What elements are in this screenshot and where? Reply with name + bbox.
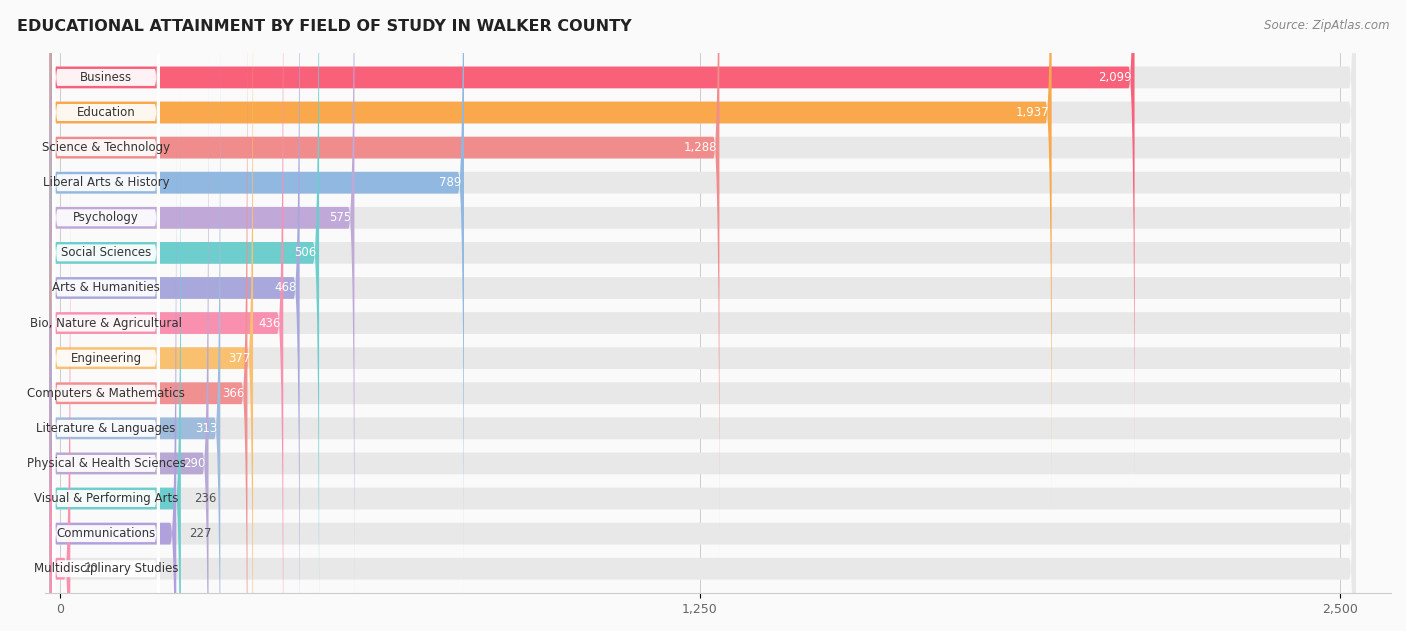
FancyBboxPatch shape <box>49 53 208 631</box>
FancyBboxPatch shape <box>52 227 160 631</box>
FancyBboxPatch shape <box>49 124 1355 631</box>
Text: 789: 789 <box>439 176 461 189</box>
FancyBboxPatch shape <box>49 0 1355 631</box>
FancyBboxPatch shape <box>52 121 160 631</box>
Text: Bio, Nature & Agricultural: Bio, Nature & Agricultural <box>30 317 183 329</box>
Text: Business: Business <box>80 71 132 84</box>
Text: 236: 236 <box>194 492 217 505</box>
FancyBboxPatch shape <box>49 18 221 631</box>
Text: 366: 366 <box>222 387 245 400</box>
FancyBboxPatch shape <box>52 0 160 420</box>
FancyBboxPatch shape <box>49 0 1355 631</box>
Text: 575: 575 <box>329 211 352 224</box>
FancyBboxPatch shape <box>52 0 160 455</box>
Text: 436: 436 <box>259 317 281 329</box>
FancyBboxPatch shape <box>49 158 70 631</box>
Text: 227: 227 <box>188 527 211 540</box>
Text: Multidisciplinary Studies: Multidisciplinary Studies <box>34 562 179 575</box>
FancyBboxPatch shape <box>49 88 1355 631</box>
Text: Source: ZipAtlas.com: Source: ZipAtlas.com <box>1264 19 1389 32</box>
Text: Science & Technology: Science & Technology <box>42 141 170 154</box>
Text: EDUCATIONAL ATTAINMENT BY FIELD OF STUDY IN WALKER COUNTY: EDUCATIONAL ATTAINMENT BY FIELD OF STUDY… <box>17 19 631 34</box>
FancyBboxPatch shape <box>49 0 1355 522</box>
Text: Social Sciences: Social Sciences <box>60 246 152 259</box>
FancyBboxPatch shape <box>49 0 1355 631</box>
Text: 1,937: 1,937 <box>1015 106 1049 119</box>
Text: Engineering: Engineering <box>70 351 142 365</box>
Text: Computers & Mathematics: Computers & Mathematics <box>27 387 186 400</box>
Text: 313: 313 <box>195 422 218 435</box>
FancyBboxPatch shape <box>49 0 283 631</box>
FancyBboxPatch shape <box>52 51 160 631</box>
FancyBboxPatch shape <box>49 88 181 631</box>
Text: Arts & Humanities: Arts & Humanities <box>52 281 160 295</box>
Text: 468: 468 <box>274 281 297 295</box>
FancyBboxPatch shape <box>52 0 160 560</box>
FancyBboxPatch shape <box>49 0 1135 488</box>
Text: Psychology: Psychology <box>73 211 139 224</box>
FancyBboxPatch shape <box>49 0 1355 631</box>
FancyBboxPatch shape <box>52 0 160 525</box>
FancyBboxPatch shape <box>52 86 160 631</box>
Text: Physical & Health Sciences: Physical & Health Sciences <box>27 457 186 470</box>
FancyBboxPatch shape <box>52 16 160 631</box>
FancyBboxPatch shape <box>52 0 160 490</box>
FancyBboxPatch shape <box>49 0 253 631</box>
FancyBboxPatch shape <box>49 124 176 631</box>
FancyBboxPatch shape <box>52 0 160 631</box>
FancyBboxPatch shape <box>49 0 247 631</box>
Text: 2,099: 2,099 <box>1098 71 1132 84</box>
FancyBboxPatch shape <box>49 0 1355 631</box>
Text: Visual & Performing Arts: Visual & Performing Arts <box>34 492 179 505</box>
Text: 20: 20 <box>83 562 98 575</box>
FancyBboxPatch shape <box>49 158 1355 631</box>
FancyBboxPatch shape <box>49 0 464 593</box>
FancyBboxPatch shape <box>52 191 160 631</box>
Text: Communications: Communications <box>56 527 156 540</box>
FancyBboxPatch shape <box>49 0 1052 522</box>
Text: Liberal Arts & History: Liberal Arts & History <box>42 176 170 189</box>
Text: 377: 377 <box>228 351 250 365</box>
Text: 290: 290 <box>184 457 205 470</box>
FancyBboxPatch shape <box>49 53 1355 631</box>
FancyBboxPatch shape <box>52 0 160 630</box>
FancyBboxPatch shape <box>49 18 1355 631</box>
FancyBboxPatch shape <box>49 0 1355 488</box>
Text: Literature & Languages: Literature & Languages <box>37 422 176 435</box>
Text: 506: 506 <box>294 246 316 259</box>
FancyBboxPatch shape <box>49 0 319 631</box>
FancyBboxPatch shape <box>49 0 1355 628</box>
Text: 1,288: 1,288 <box>683 141 717 154</box>
Text: Education: Education <box>77 106 135 119</box>
FancyBboxPatch shape <box>52 0 160 595</box>
FancyBboxPatch shape <box>49 0 720 558</box>
FancyBboxPatch shape <box>52 156 160 631</box>
FancyBboxPatch shape <box>49 0 354 628</box>
FancyBboxPatch shape <box>49 0 1355 593</box>
FancyBboxPatch shape <box>49 0 1355 558</box>
FancyBboxPatch shape <box>49 0 299 631</box>
